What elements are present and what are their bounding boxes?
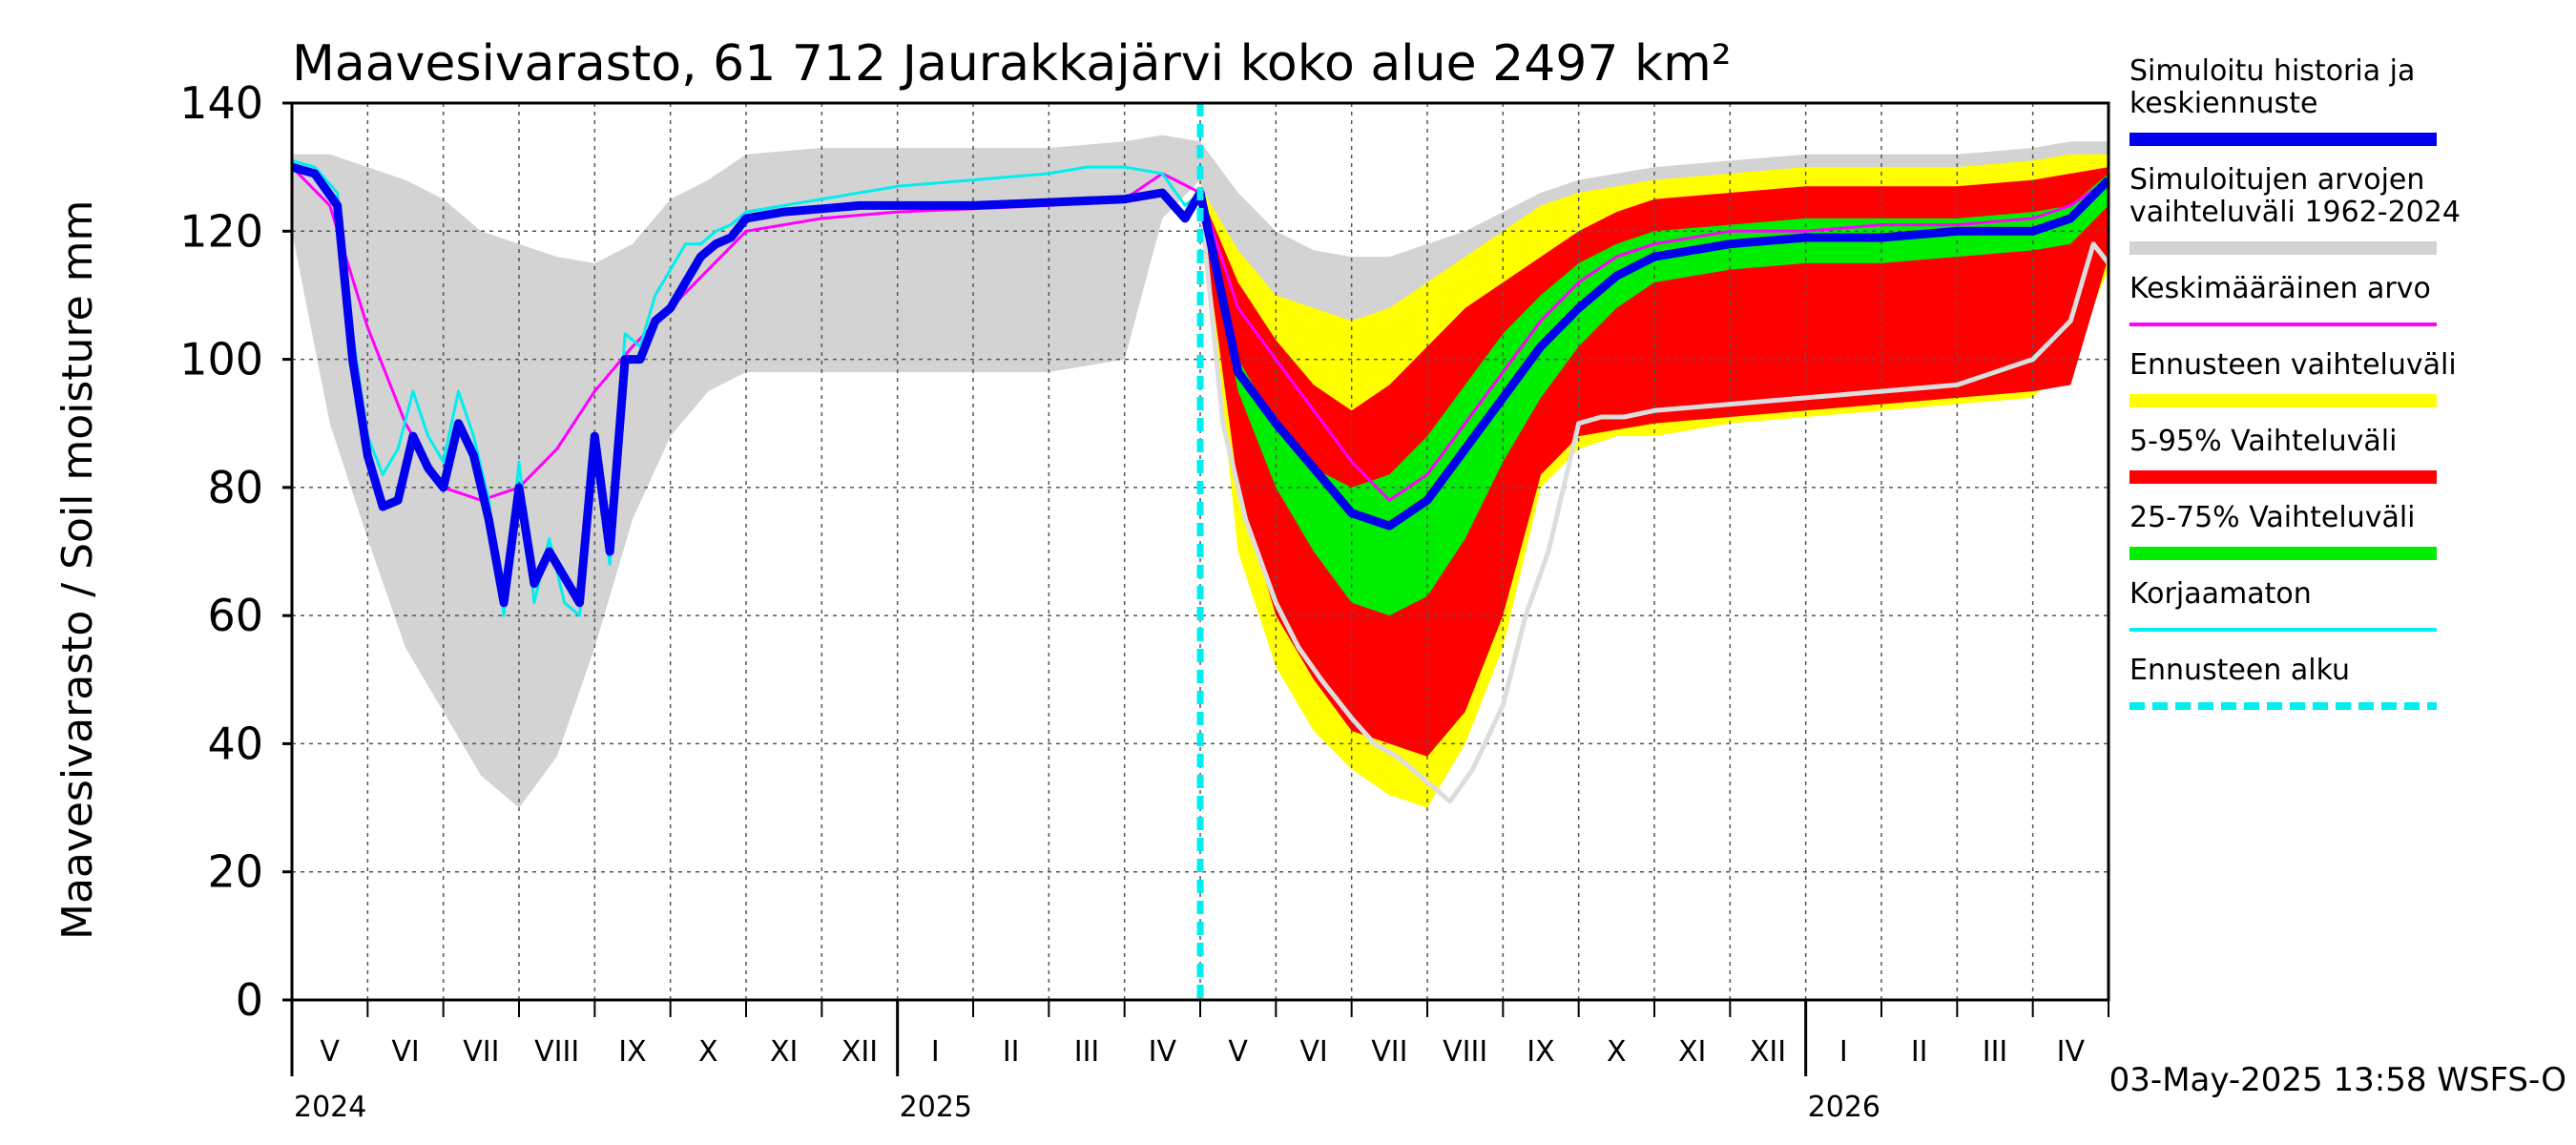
legend-label: 25-75% Vaihteluväli bbox=[2129, 501, 2416, 534]
month-label: XI bbox=[1678, 1035, 1706, 1069]
legend-label: Ennusteen alku bbox=[2129, 654, 2350, 687]
month-label: IV bbox=[1149, 1035, 1177, 1069]
legend-label: Simuloitujen arvojen bbox=[2129, 163, 2424, 197]
legend-item: Korjaamaton bbox=[2129, 577, 2437, 632]
year-label: 2026 bbox=[1808, 1091, 1880, 1124]
legend-label: Ennusteen vaihteluväli bbox=[2129, 348, 2457, 382]
legend-label: vaihteluväli 1962-2024 bbox=[2129, 196, 2461, 229]
month-label: VI bbox=[391, 1035, 419, 1069]
lines-layer bbox=[292, 103, 2109, 1000]
month-label: IV bbox=[2057, 1035, 2086, 1069]
month-label: II bbox=[1003, 1035, 1020, 1069]
y-tick-label: 0 bbox=[236, 974, 263, 1026]
month-label: III bbox=[1983, 1035, 2008, 1069]
month-label: VI bbox=[1299, 1035, 1327, 1069]
month-label: VII bbox=[1371, 1035, 1407, 1069]
month-label: VII bbox=[463, 1035, 499, 1069]
legend-item: Ennusteen vaihteluväli bbox=[2129, 348, 2457, 407]
y-tick-label: 100 bbox=[179, 334, 263, 385]
y-tick-label: 60 bbox=[207, 590, 263, 641]
month-label: I bbox=[931, 1035, 940, 1069]
footer-timestamp: 03-May-2025 13:58 WSFS-O bbox=[2109, 1061, 2566, 1099]
y-tick-label: 120 bbox=[179, 205, 263, 257]
band-2 bbox=[1200, 167, 2109, 757]
month-label: XII bbox=[1750, 1035, 1786, 1069]
y-axis-label: Maavesivarasto / Soil moisture mm bbox=[53, 200, 102, 940]
month-label: X bbox=[1607, 1035, 1627, 1069]
y-tick-label: 40 bbox=[207, 718, 263, 769]
month-label: V bbox=[320, 1035, 340, 1069]
year-label: 2024 bbox=[294, 1091, 366, 1124]
series-line-2 bbox=[292, 158, 1201, 617]
chart-title: Maavesivarasto, 61 712 Jaurakkajärvi kok… bbox=[292, 35, 1732, 93]
legend-item: 25-75% Vaihteluväli bbox=[2129, 501, 2437, 560]
month-label: III bbox=[1074, 1035, 1100, 1069]
legend-item: 5-95% Vaihteluväli bbox=[2129, 425, 2437, 484]
y-tick-label: 140 bbox=[179, 77, 263, 129]
month-label: II bbox=[1911, 1035, 1928, 1069]
month-label: V bbox=[1228, 1035, 1248, 1069]
legend-item: Ennusteen alku bbox=[2129, 654, 2437, 710]
month-label: X bbox=[698, 1035, 718, 1069]
legend-label: keskiennuste bbox=[2129, 87, 2317, 120]
legend-label: Simuloitu historia ja bbox=[2129, 54, 2415, 88]
series-line-0 bbox=[1197, 198, 2109, 804]
month-label: XI bbox=[770, 1035, 798, 1069]
year-label: 2025 bbox=[900, 1091, 972, 1124]
legend-label: Keskimääräinen arvo bbox=[2129, 272, 2431, 305]
y-tick-label: 80 bbox=[207, 462, 263, 513]
month-label: IX bbox=[1527, 1035, 1554, 1069]
month-label: VIII bbox=[534, 1035, 579, 1069]
month-label: I bbox=[1839, 1035, 1848, 1069]
legend-label: 5-95% Vaihteluväli bbox=[2129, 425, 2397, 458]
month-label: IX bbox=[618, 1035, 646, 1069]
month-label: VIII bbox=[1443, 1035, 1487, 1069]
y-tick-label: 20 bbox=[207, 846, 263, 898]
legend-label: Korjaamaton bbox=[2129, 577, 2312, 611]
month-label: XII bbox=[841, 1035, 878, 1069]
legend-item: Keskimääräinen arvo bbox=[2129, 272, 2437, 326]
legend: Simuloitu historia jakeskiennusteSimuloi… bbox=[2129, 54, 2461, 710]
series-line-3 bbox=[292, 162, 2109, 608]
